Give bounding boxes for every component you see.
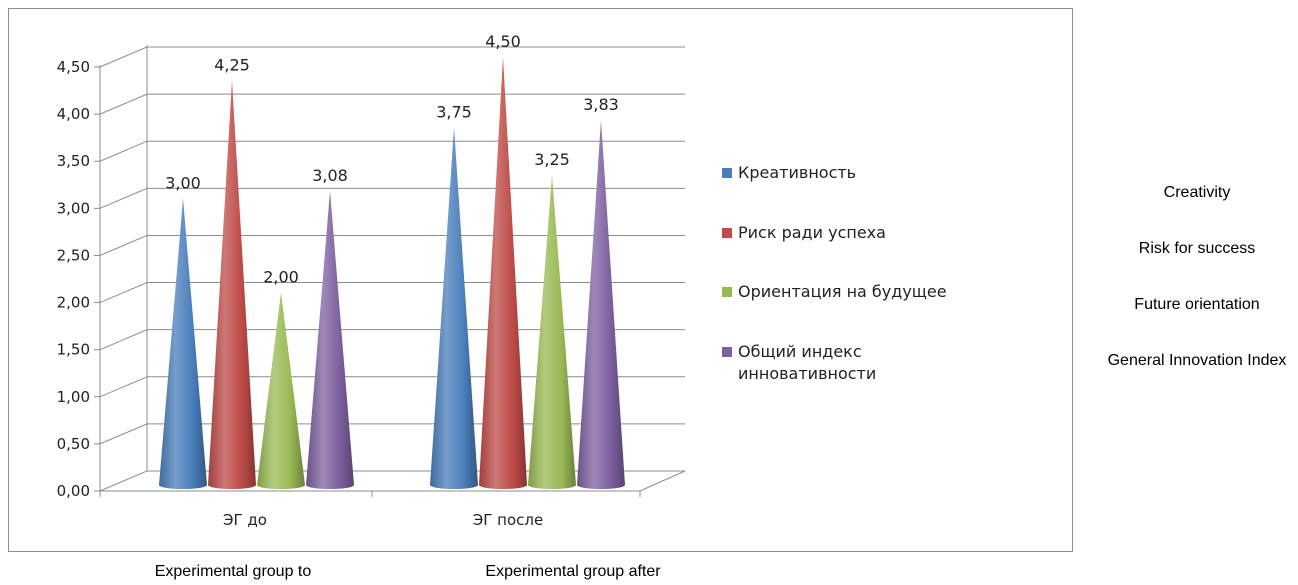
- data-label: 2,00: [263, 268, 299, 287]
- gridline-side: [99, 140, 148, 162]
- gridline-side: [99, 282, 148, 304]
- cone-3-2: [528, 174, 576, 489]
- gridline-side: [99, 187, 148, 209]
- data-label: 4,50: [485, 32, 521, 51]
- legend-swatch: [722, 347, 732, 357]
- floor-edge: [639, 470, 686, 492]
- data-label: 3,75: [436, 103, 472, 122]
- legend-label: Креативность: [738, 163, 856, 182]
- category-label: ЭГ до: [223, 511, 267, 529]
- legend-swatch: [722, 168, 732, 178]
- gridline-side: [99, 470, 148, 492]
- legend: Креативность Риск ради успеха Ориентация н…: [722, 163, 947, 383]
- y-tick-label: 1,50: [57, 341, 90, 359]
- data-label: 4,25: [214, 56, 250, 75]
- translation-series-4: General Innovation Index: [1107, 352, 1287, 369]
- y-tick-label: 4,50: [57, 58, 90, 76]
- gridline-side: [99, 93, 148, 115]
- y-tick-label: 4,00: [57, 105, 90, 123]
- cones: [159, 57, 625, 490]
- data-label: 3,25: [534, 150, 570, 169]
- gridline-side: [99, 329, 148, 351]
- gridline-side: [99, 234, 148, 256]
- y-tick-label: 2,50: [57, 246, 90, 264]
- cone-2-2: [479, 57, 527, 489]
- y-tick-label: 1,00: [57, 388, 90, 406]
- translation-series-3: Future orientation: [1134, 296, 1260, 313]
- gridline-side: [99, 46, 148, 68]
- y-tick-label: 3,00: [57, 199, 90, 217]
- cone-4-2: [577, 120, 625, 489]
- translation-series-2: Risk for success: [1138, 240, 1256, 257]
- category-label: ЭГ после: [473, 511, 543, 529]
- y-tick-label: 0,00: [57, 482, 90, 500]
- legend-label: инновативности: [738, 364, 876, 383]
- cone-4-1: [306, 190, 354, 489]
- gridline-side: [99, 376, 148, 398]
- cone-1-1: [159, 198, 207, 490]
- legend-swatch: [722, 228, 732, 238]
- cone-3-1: [257, 292, 305, 489]
- data-label: 3,83: [583, 95, 619, 114]
- translation-category-1: Experimental group to: [154, 563, 312, 580]
- legend-swatch: [722, 287, 732, 297]
- data-label: 3,08: [312, 166, 348, 185]
- legend-label: Ориентация на будущее: [738, 282, 947, 301]
- translation-category-2: Experimental group after: [485, 563, 661, 580]
- data-labels: 3,00 4,25 2,00 3,08 3,75 4,50 3,25 3,83: [165, 32, 619, 287]
- axes: 0,00 0,50 1,00 1,50 2,00 2,50 3,00 3,50 4,00 4,50…: [57, 45, 686, 529]
- cone-1-2: [430, 127, 478, 490]
- gridline-side: [99, 423, 148, 445]
- legend-label: Общий индекс: [738, 342, 862, 361]
- translation-series-1: Creativity: [1163, 184, 1231, 201]
- legend-label: Риск ради успеха: [738, 223, 886, 242]
- y-tick-label: 2,00: [57, 294, 90, 312]
- y-tick-label: 0,50: [57, 435, 90, 453]
- y-tick-label: 3,50: [57, 152, 90, 170]
- cone-2-1: [208, 80, 256, 490]
- data-label: 3,00: [165, 173, 201, 192]
